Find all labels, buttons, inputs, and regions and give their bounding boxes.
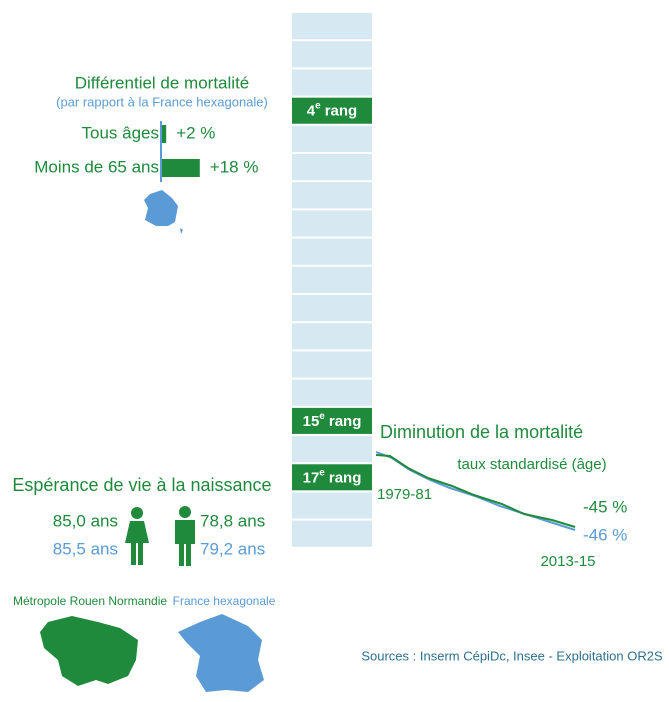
rank-cell	[292, 379, 372, 406]
rank-label: 15e rang	[303, 411, 362, 430]
rank-suffix: e	[315, 100, 321, 111]
rank-word: rang	[329, 413, 362, 430]
rank-cell	[292, 41, 372, 68]
rank-label: 17e rang	[303, 467, 362, 486]
metro-trend	[375, 454, 576, 528]
rank-cell	[292, 238, 372, 265]
start-period: 1979-81	[377, 486, 432, 503]
men-metro: 78,8 ans	[200, 511, 265, 530]
decline-subtitle: taux standardisé (âge)	[457, 456, 606, 473]
rank-number: 15	[303, 413, 320, 430]
rank-cell	[292, 492, 372, 519]
end-period: 2013-15	[540, 553, 595, 570]
rank-word: rang	[329, 469, 362, 486]
rank-cell	[292, 13, 372, 40]
rank-cell	[292, 154, 372, 181]
rank-suffix: e	[319, 411, 325, 422]
man-icon	[175, 506, 195, 566]
france-map	[178, 614, 264, 692]
rank-box	[292, 464, 372, 491]
rank-word: rang	[325, 103, 358, 120]
rank-cell	[292, 351, 372, 378]
men-france: 79,2 ans	[200, 539, 265, 558]
rank-cell	[292, 295, 372, 322]
rank-cell	[292, 266, 372, 293]
decline-title: Diminution de la mortalité	[380, 422, 583, 442]
sources: Sources : Inserm CépiDc, Insee - Exploit…	[361, 648, 663, 663]
rank-suffix: e	[319, 467, 325, 478]
rank-box	[292, 407, 372, 434]
legend-france: France hexagonale	[173, 594, 276, 608]
row-label: Moins de 65 ans	[34, 157, 159, 176]
france-change: -46 %	[583, 525, 627, 544]
france-icon	[144, 190, 183, 234]
differential-subtitle: (par rapport à la France hexagonale)	[56, 94, 268, 109]
rank-cell	[292, 210, 372, 237]
women-metro: 85,0 ans	[53, 511, 118, 530]
rank-label: 4e rang	[307, 100, 357, 119]
value-label: +2 %	[176, 123, 215, 142]
legend-metro: Métropole Rouen Normandie	[13, 594, 167, 608]
bar	[162, 125, 167, 143]
metro-change: -45 %	[583, 497, 627, 516]
rank-number: 17	[303, 469, 320, 486]
rank-cell	[292, 323, 372, 350]
row-label: Tous âges	[82, 123, 160, 142]
rank-box	[292, 97, 372, 124]
rank-cell	[292, 182, 372, 209]
women-france: 85,5 ans	[53, 539, 118, 558]
differential-bars: Tous âges +2 % Moins de 65 ans +18 %	[34, 123, 258, 177]
differential-title: Différentiel de mortalité	[75, 73, 250, 92]
rank-cell	[292, 436, 372, 463]
life-title: Espérance de vie à la naissance	[12, 475, 271, 495]
value-label: +18 %	[210, 157, 259, 176]
woman-icon	[125, 507, 149, 565]
rank-cell	[292, 69, 372, 96]
rank-number: 4	[307, 103, 316, 120]
bar	[162, 159, 200, 177]
rank-cell	[292, 520, 372, 547]
rank-cell	[292, 125, 372, 152]
metro-map	[40, 616, 138, 686]
